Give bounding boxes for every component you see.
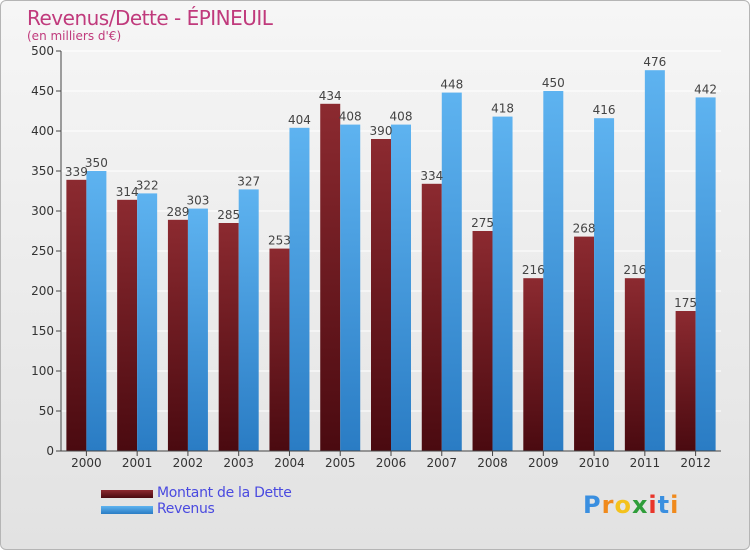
data-label-dette: 289 [166,205,189,219]
bar-revenus [543,91,564,451]
y-tick-label: 100 [31,364,54,378]
x-tick-label: 2004 [274,456,305,470]
chart-subtitle: (en milliers d'€) [27,29,122,43]
x-tick-label: 2007 [426,456,457,470]
data-label-dette: 314 [116,185,139,199]
data-label-dette: 285 [217,208,240,222]
data-label-dette: 216 [623,263,646,277]
data-label-dette: 390 [370,124,393,138]
data-label-dette: 275 [471,216,494,230]
data-label-revenus: 416 [593,103,616,117]
data-label-dette: 434 [319,89,342,103]
axes: 0 50 100 150 200 250 300 350 400 450 500 2000 2001 20… [31,44,721,470]
x-tick-label: 2006 [376,456,407,470]
data-label-revenus: 408 [390,110,413,124]
y-tick-label: 250 [31,244,54,258]
y-tick-label: 150 [31,324,54,338]
data-label-revenus: 450 [542,76,565,90]
y-tick-label: 200 [31,284,54,298]
x-tick-label: 2008 [477,456,508,470]
data-label-dette: 216 [522,263,545,277]
bar-revenus [137,193,158,451]
legend-swatch-revenus [101,506,153,514]
data-label-dette: 253 [268,234,291,248]
bar-revenus [86,171,107,451]
bar-dette [66,179,87,452]
x-tick-label: 2001 [122,456,153,470]
y-tick-label: 450 [31,84,54,98]
legend-label-dette: Montant de la Dette [157,485,292,501]
bar-dette [269,248,290,451]
bar-dette [624,278,645,451]
data-label-revenus: 303 [186,194,209,208]
x-tick-label: 2009 [528,456,559,470]
bar-revenus [441,92,462,451]
bars [66,70,716,452]
logo-letter: i [670,491,680,519]
x-tick-label: 2011 [630,456,661,470]
bar-revenus [340,124,361,451]
y-tick-label: 350 [31,164,54,178]
bar-dette [421,183,442,452]
y-tick-label: 300 [31,204,54,218]
data-label-dette: 339 [65,165,88,179]
x-tick-label: 2003 [223,456,254,470]
bar-revenus [391,124,411,451]
legend-swatch-dette [101,490,153,498]
bar-revenus [594,118,615,451]
data-labels: 3393503143222893032853272534044344083904… [65,55,717,310]
bar-revenus [644,70,665,451]
data-label-revenus: 350 [85,156,108,170]
logo-letter: t [657,491,671,519]
bar-dette [218,223,239,451]
data-label-revenus: 327 [237,174,260,188]
bar-dette [574,236,595,451]
data-label-revenus: 408 [339,110,362,124]
y-tick-label: 0 [46,444,54,458]
bar-dette [523,278,544,451]
y-tick-label: 50 [39,404,54,418]
bar-dette [472,231,493,451]
bar-revenus [289,127,310,452]
bar-dette [320,103,341,452]
logo-letter: r [601,491,615,519]
x-tick-label: 2005 [325,456,356,470]
data-label-revenus: 448 [440,78,463,92]
y-tick-label: 400 [31,124,54,138]
x-tick-label: 2012 [680,456,711,470]
bar-dette [371,139,391,451]
bar-revenus [695,97,716,452]
logo-letter: o [614,491,632,519]
data-label-revenus: 418 [491,102,514,116]
x-tick-label: 2010 [579,456,610,470]
x-tick-label: 2002 [173,456,204,470]
data-label-revenus: 476 [643,55,666,69]
bar-dette [117,199,138,451]
bar-dette [167,219,188,451]
legend-label-revenus: Revenus [157,501,215,517]
bar-revenus [238,189,259,451]
x-tick-label: 2000 [71,456,102,470]
logo-letter: i [648,491,658,519]
chart-title: Revenus/Dette - ÉPINEUIL [27,6,273,30]
data-label-revenus: 442 [694,82,717,96]
bar-revenus [187,208,208,451]
bar-dette [675,311,696,451]
data-label-dette: 268 [573,222,596,236]
data-label-dette: 175 [674,296,697,310]
data-label-dette: 334 [420,169,443,183]
proxiti-logo: Proxiti [583,491,679,519]
data-label-revenus: 404 [288,113,311,127]
data-label-revenus: 322 [136,178,159,192]
bar-revenus [492,116,513,451]
y-tick-label: 500 [31,44,54,58]
logo-letter: P [583,491,602,519]
logo-letter: x [631,491,649,519]
